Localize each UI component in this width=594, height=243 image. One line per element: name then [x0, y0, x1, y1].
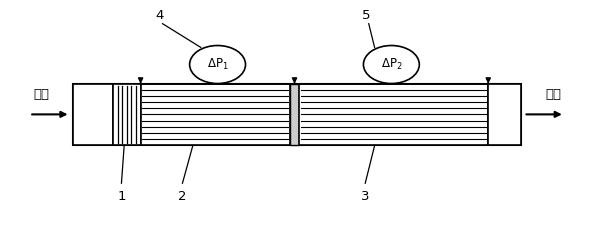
Bar [290, 84, 299, 145]
Text: 1: 1 [117, 190, 126, 203]
Bar [113, 84, 141, 145]
Text: 5: 5 [362, 9, 370, 23]
Text: 3: 3 [361, 190, 369, 203]
Ellipse shape [364, 45, 419, 84]
Text: 流入: 流入 [33, 88, 49, 101]
Text: 2: 2 [178, 190, 187, 203]
Text: 4: 4 [156, 9, 164, 23]
Text: 流出: 流出 [545, 88, 561, 101]
Bar [74, 84, 113, 145]
Ellipse shape [189, 45, 245, 84]
Bar [141, 84, 290, 145]
Bar [74, 84, 520, 145]
Text: $\mathregular{\Delta P_2}$: $\mathregular{\Delta P_2}$ [381, 57, 402, 72]
Text: $\mathregular{\Delta P_1}$: $\mathregular{\Delta P_1}$ [207, 57, 229, 72]
Bar [488, 84, 520, 145]
Bar [299, 84, 488, 145]
